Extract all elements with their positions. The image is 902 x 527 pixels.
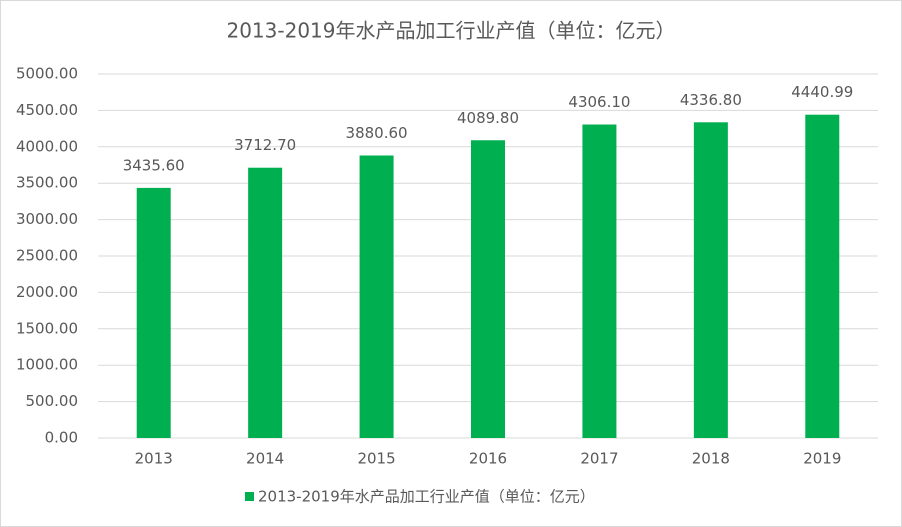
bar [136,187,171,438]
x-tick-label: 2019 [803,450,841,468]
y-tick-label: 1000.00 [16,356,78,374]
y-tick-label: 2500.00 [16,247,78,265]
y-tick-label: 5000.00 [16,65,78,83]
chart-title: 2013-2019年水产品加工行业产值（单位：亿元） [226,19,675,43]
x-tick-label: 2014 [246,450,284,468]
bar [805,114,840,439]
y-tick-label: 500.00 [26,392,79,410]
x-tick-label: 2016 [469,450,507,468]
x-tick-label: 2018 [692,450,730,468]
data-label: 3880.60 [346,124,408,142]
bar [248,167,283,438]
data-label: 4336.80 [680,91,742,109]
legend-label: 2013-2019年水产品加工行业产值（单位：亿元） [258,488,595,506]
y-tick-label: 3000.00 [16,210,78,228]
x-tick-label: 2015 [357,450,395,468]
x-tick-label: 2013 [135,450,173,468]
legend-swatch [245,492,254,501]
data-label: 4089.80 [457,109,519,127]
data-label: 3712.70 [234,136,296,154]
bar [471,140,505,438]
data-label: 3435.60 [123,156,185,174]
y-tick-label: 4000.00 [16,137,78,155]
x-tick-label: 2017 [580,450,618,468]
bar [693,122,728,439]
data-label: 4440.99 [791,83,853,101]
y-tick-label: 2000.00 [16,283,78,301]
bar [359,155,394,439]
y-tick-label: 3500.00 [16,174,78,192]
y-tick-label: 0.00 [45,429,78,447]
y-tick-label: 4500.00 [16,101,78,119]
bar [582,124,617,438]
data-label: 4306.10 [568,93,630,111]
y-tick-label: 1500.00 [16,319,78,337]
